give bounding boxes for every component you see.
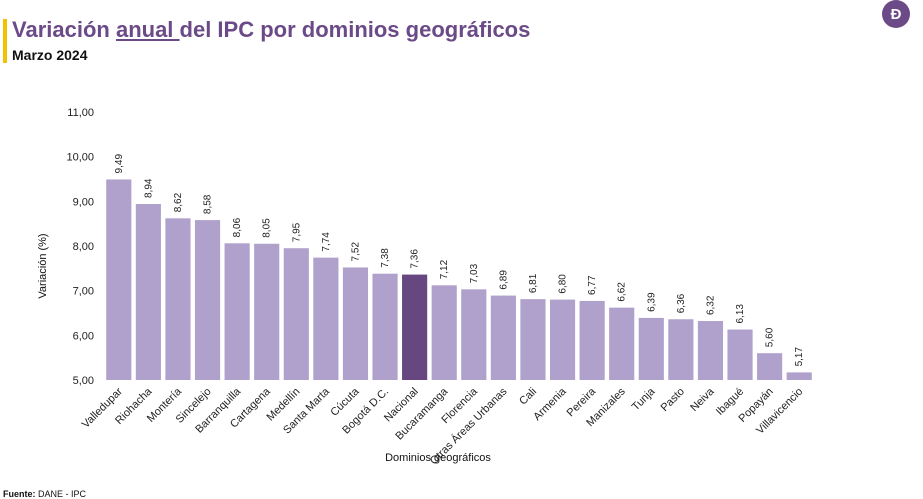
data-label: 6,13 xyxy=(735,304,746,324)
bar xyxy=(135,204,161,380)
y-tick-label: 11,00 xyxy=(67,107,94,119)
data-label: 8,94 xyxy=(143,178,154,198)
bar xyxy=(224,243,250,380)
data-label: 6,89 xyxy=(498,270,509,290)
data-label: 6,81 xyxy=(528,273,539,293)
bar xyxy=(609,307,635,380)
title-accent-bar xyxy=(3,19,7,63)
data-label: 6,39 xyxy=(646,292,657,312)
y-axis-title: Variación (%) xyxy=(37,233,49,298)
bar xyxy=(549,299,576,380)
bar xyxy=(461,289,487,380)
y-tick-label: 8,00 xyxy=(73,241,94,253)
chart-subtitle: Marzo 2024 xyxy=(12,47,88,63)
title-part-pre: Variación xyxy=(12,17,116,42)
data-label: 8,62 xyxy=(173,192,184,212)
source-note: Fuente: DANE - IPC xyxy=(3,489,86,499)
bar xyxy=(727,329,753,380)
data-label: 7,38 xyxy=(380,248,391,268)
data-label: 7,74 xyxy=(321,232,332,252)
bar xyxy=(668,319,694,380)
y-tick-label: 7,00 xyxy=(73,286,94,298)
data-label: 7,12 xyxy=(439,259,450,279)
x-tick-label: Pasto xyxy=(659,386,687,414)
data-label: 7,36 xyxy=(410,249,421,269)
data-label: 7,52 xyxy=(350,242,361,262)
data-label: 8,06 xyxy=(232,217,243,237)
chart-title: Variación anual del IPC por dominios geo… xyxy=(12,17,530,43)
bar xyxy=(194,220,221,380)
data-label: 6,32 xyxy=(705,295,716,315)
bar xyxy=(786,372,812,380)
x-tick-label: Cali xyxy=(517,386,539,408)
data-label: 8,58 xyxy=(203,194,214,214)
bar xyxy=(490,295,516,380)
y-tick-label: 5,00 xyxy=(73,375,94,387)
bar xyxy=(342,267,369,380)
brand-logo-icon: Ð xyxy=(882,0,910,28)
bar xyxy=(372,273,398,380)
bar xyxy=(313,257,339,380)
x-tick-label: Armenia xyxy=(531,385,569,423)
source-label: Fuente: xyxy=(3,489,36,499)
data-label: 7,03 xyxy=(469,263,480,283)
bar xyxy=(106,179,132,380)
bar xyxy=(165,218,191,380)
y-tick-label: 6,00 xyxy=(73,330,94,342)
bar xyxy=(402,274,428,380)
bar xyxy=(579,300,605,380)
x-tick-label: Tunja xyxy=(630,385,658,413)
bar xyxy=(697,321,724,380)
data-label: 7,95 xyxy=(291,222,302,242)
data-label: 8,05 xyxy=(262,218,273,238)
y-tick-label: 10,00 xyxy=(66,152,94,164)
title-part-underlined: anual xyxy=(115,17,180,42)
data-label: 9,49 xyxy=(114,154,125,174)
data-label: 5,60 xyxy=(765,327,776,347)
title-part-post: del IPC por dominios geográficos xyxy=(179,17,531,42)
data-label: 5,17 xyxy=(794,347,805,367)
bar xyxy=(757,353,783,380)
data-label: 6,36 xyxy=(676,293,687,313)
source-value: DANE - IPC xyxy=(35,489,87,499)
data-label: 6,62 xyxy=(617,282,628,302)
bar xyxy=(638,317,664,380)
bar xyxy=(283,248,309,380)
data-label: 6,80 xyxy=(558,274,569,294)
bar xyxy=(431,285,457,380)
x-axis-title: Dominios geográficos xyxy=(385,452,491,464)
bar xyxy=(254,243,280,380)
y-tick-label: 9,00 xyxy=(73,196,94,208)
bar xyxy=(520,299,546,380)
data-label: 6,77 xyxy=(587,275,598,295)
